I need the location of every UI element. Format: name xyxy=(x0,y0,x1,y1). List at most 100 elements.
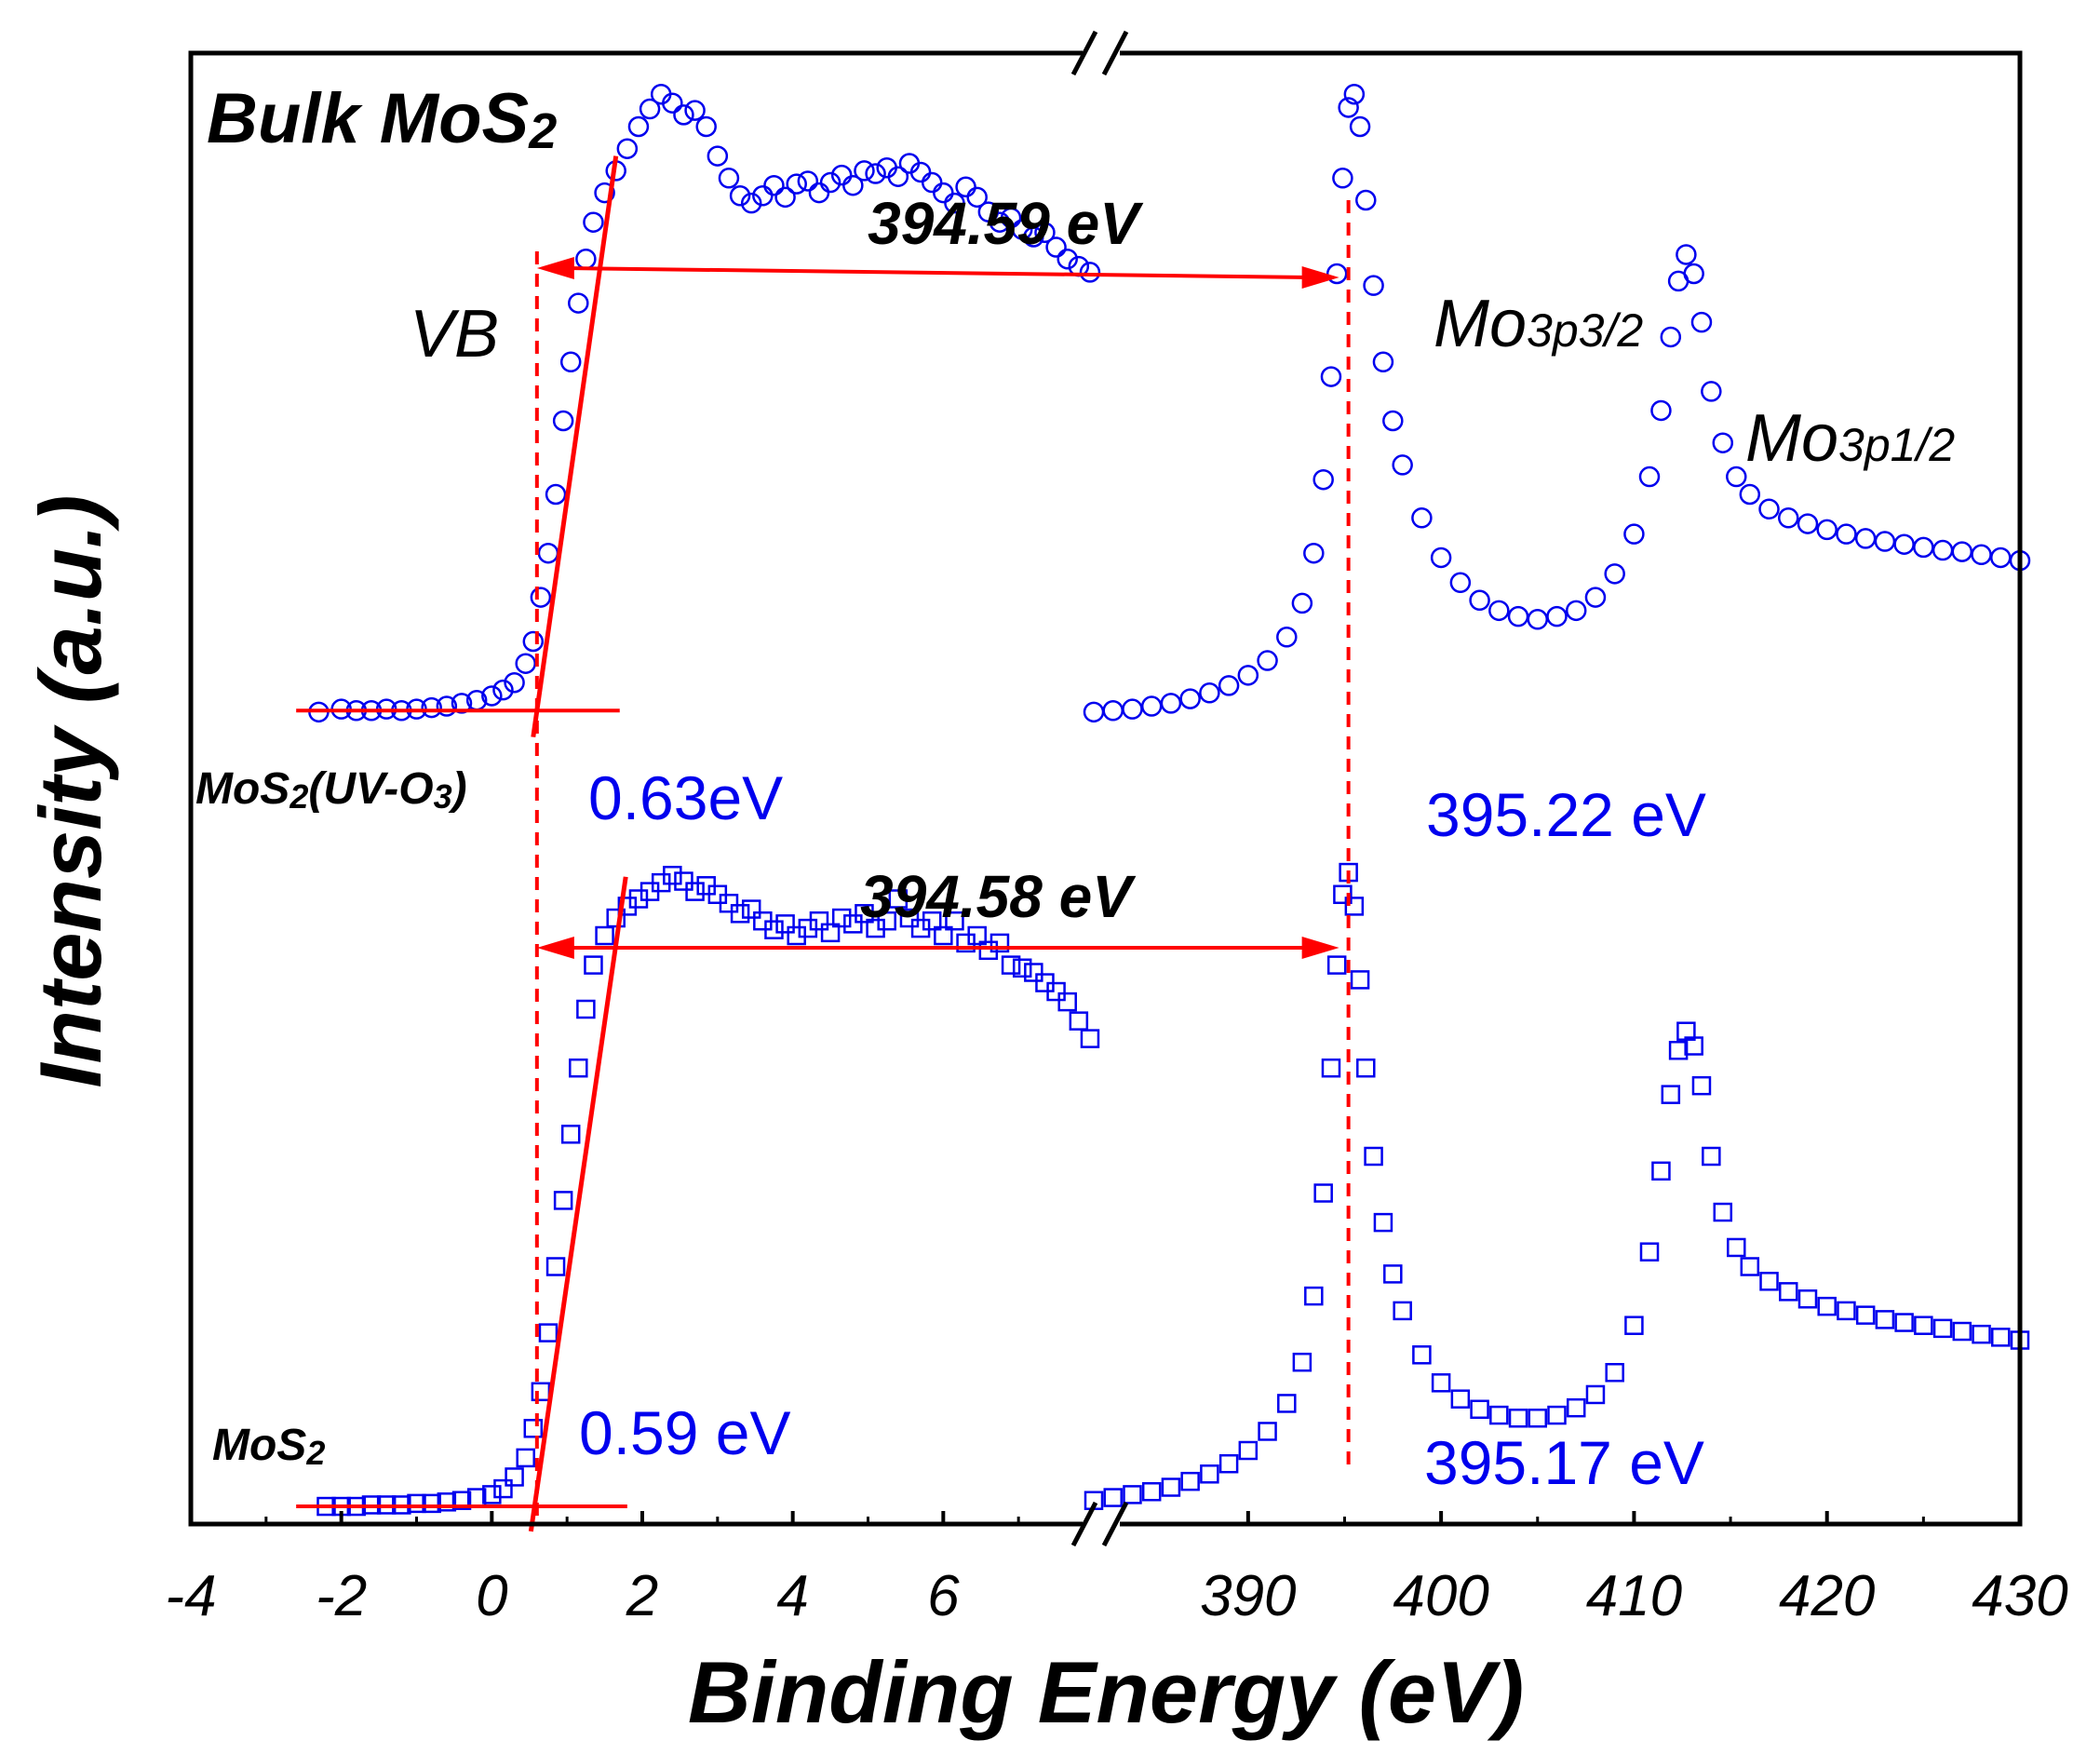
data-point xyxy=(729,185,751,207)
data-point xyxy=(1304,1286,1324,1306)
data-point xyxy=(1758,498,1780,520)
data-point xyxy=(1355,189,1377,211)
data-point xyxy=(516,1448,535,1468)
x-axis-left-tick-label: 2 xyxy=(626,1564,658,1628)
data-point xyxy=(1740,1257,1760,1276)
data-point xyxy=(1218,675,1240,696)
data-point xyxy=(437,1492,457,1512)
data-point xyxy=(451,1491,472,1510)
data-point xyxy=(1605,1363,1624,1383)
data-point xyxy=(481,685,503,707)
data-point xyxy=(1000,207,1022,229)
data-point xyxy=(854,160,875,182)
x-axis-left-tick-label: 0 xyxy=(476,1564,507,1628)
data-point xyxy=(1797,513,1819,534)
data-point xyxy=(1199,682,1220,704)
data-point xyxy=(421,696,442,719)
data-point xyxy=(741,899,761,919)
data-point xyxy=(1528,1408,1548,1428)
separation-arrow-uv-o3 xyxy=(536,257,1339,289)
data-point xyxy=(595,925,614,946)
data-point xyxy=(1668,1040,1689,1060)
data-point xyxy=(1411,507,1433,529)
data-point xyxy=(967,925,987,946)
data-point xyxy=(1237,665,1259,686)
data-point xyxy=(831,908,852,928)
data-point xyxy=(584,955,603,975)
data-point xyxy=(1855,1305,1876,1325)
data-point xyxy=(1469,589,1490,612)
data-point xyxy=(819,171,841,194)
data-point xyxy=(523,1419,544,1438)
data-point xyxy=(568,292,589,314)
data-point xyxy=(1258,1422,1277,1441)
data-point xyxy=(1141,1481,1162,1502)
data-point xyxy=(1604,563,1625,585)
data-point xyxy=(719,893,739,913)
data-point xyxy=(786,173,807,195)
data-point xyxy=(1123,1485,1142,1504)
data-point xyxy=(1639,1242,1660,1262)
core-peak-label-mos2: 395.17 eV xyxy=(1424,1428,1704,1497)
data-point xyxy=(1713,1202,1733,1222)
data-point xyxy=(663,865,682,885)
data-point xyxy=(1011,219,1033,240)
data-point xyxy=(1683,263,1704,285)
data-point xyxy=(422,1493,441,1514)
x-axis-title: Binding Energy (eV) xyxy=(688,1643,1524,1741)
data-point xyxy=(1321,1058,1341,1078)
data-point xyxy=(662,92,683,114)
data-point xyxy=(583,211,604,233)
leading-edge-fit-uv-o3 xyxy=(531,155,619,738)
data-point xyxy=(1836,523,1857,545)
data-point xyxy=(1103,1488,1123,1507)
x-axis-left-tick-label: 6 xyxy=(927,1564,960,1628)
data-point xyxy=(1837,1301,1856,1321)
data-point xyxy=(820,923,841,943)
data-point xyxy=(1875,1310,1895,1329)
data-point xyxy=(955,176,976,198)
data-point xyxy=(559,351,582,373)
core-peak-label-uv-o3: 395.22 eV xyxy=(1426,780,1706,849)
data-point xyxy=(1160,693,1182,714)
data-point xyxy=(553,1191,573,1210)
vb-onset-label-uv-o3: 0.63eV xyxy=(588,763,783,832)
data-point xyxy=(1332,168,1353,189)
peak-label-mo3p12: Mo3p1/2 xyxy=(1745,401,1955,476)
leading-edge-fit-mos2 xyxy=(528,876,628,1532)
data-point xyxy=(1779,1282,1798,1302)
data-point xyxy=(808,182,830,204)
data-point xyxy=(909,161,932,183)
data-point xyxy=(1547,1405,1567,1425)
x-axis-left-tick-label: -2 xyxy=(316,1564,367,1628)
chart-title: Bulk MoS2 xyxy=(207,79,557,159)
data-point xyxy=(1546,605,1568,627)
data-point xyxy=(1392,454,1413,476)
data-point xyxy=(888,889,909,909)
data-point xyxy=(1349,115,1371,138)
x-axis-right-tick-label: 430 xyxy=(1972,1564,2067,1628)
data-point xyxy=(899,908,920,928)
data-point xyxy=(945,911,964,931)
data-point xyxy=(1276,627,1298,648)
data-point xyxy=(1034,222,1056,244)
data-point xyxy=(1684,1036,1703,1056)
data-point xyxy=(1508,1408,1528,1428)
data-point xyxy=(685,882,705,901)
data-point xyxy=(1565,600,1587,622)
data-point xyxy=(522,630,545,653)
data-point xyxy=(933,182,954,204)
data-point xyxy=(1200,1464,1219,1484)
data-point xyxy=(1726,465,1747,488)
vb-label: VB xyxy=(410,297,499,371)
data-point xyxy=(451,693,473,714)
data-point xyxy=(1661,1085,1681,1104)
data-point xyxy=(1257,650,1278,671)
data-point xyxy=(775,914,795,934)
data-point xyxy=(1046,981,1066,1002)
data-point xyxy=(797,170,819,192)
data-point xyxy=(616,138,639,159)
data-point xyxy=(1430,546,1452,569)
data-point xyxy=(1894,1313,1914,1332)
